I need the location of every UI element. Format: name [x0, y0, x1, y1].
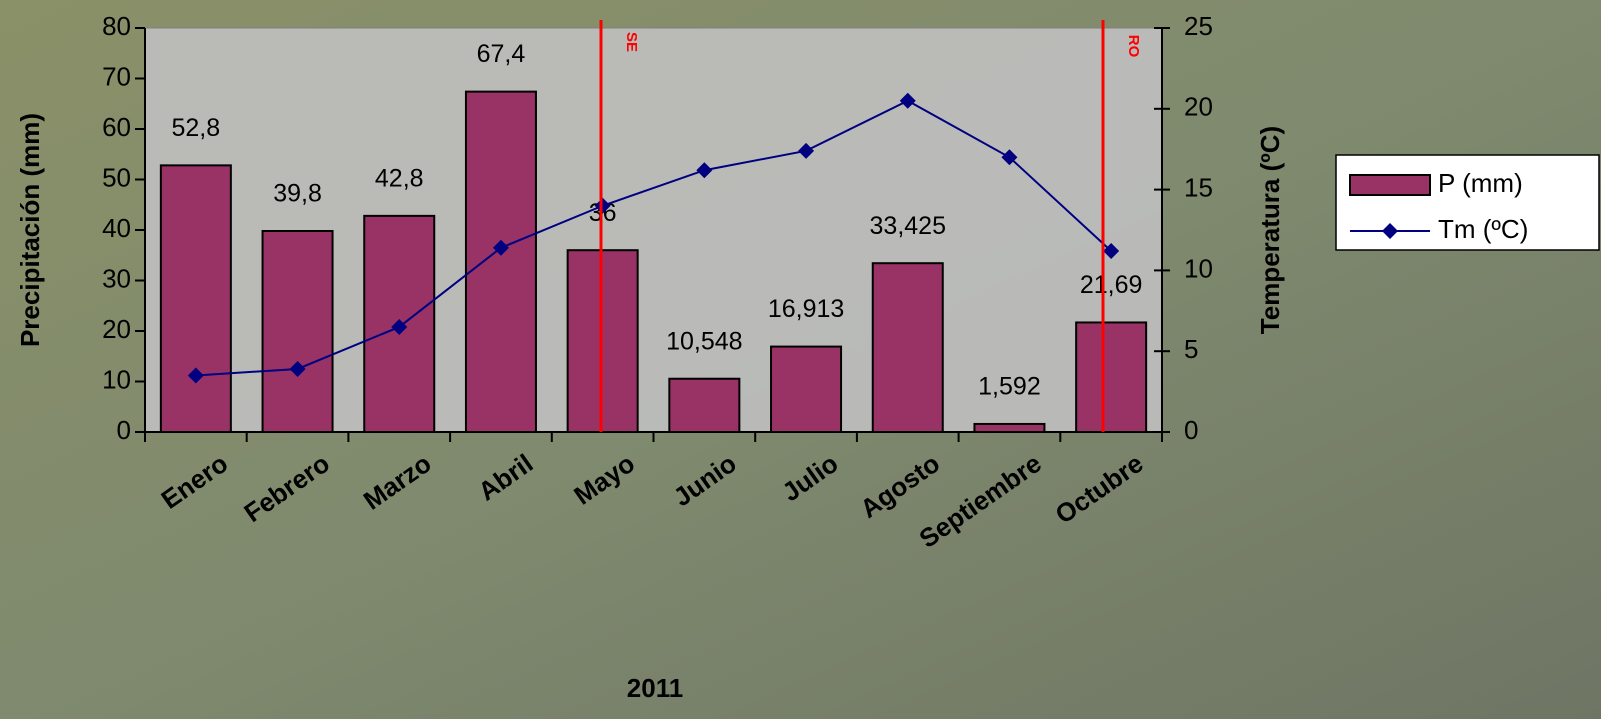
marker [1103, 243, 1120, 260]
legend-marker [1382, 223, 1398, 239]
bar [464, 90, 537, 433]
value-label: 67,4 [477, 40, 526, 68]
x-axis-title: 2011 [627, 673, 683, 703]
y-tick-label: 20 [102, 314, 131, 344]
marker [798, 142, 815, 159]
y2-tick-label: 0 [1184, 415, 1198, 445]
marker [289, 360, 306, 377]
value-label: 16,913 [768, 295, 844, 323]
value-label: 1,592 [978, 373, 1041, 401]
y-tick-label: 50 [102, 162, 131, 192]
bar [871, 262, 944, 433]
annotation: RO [1125, 35, 1142, 58]
legend-swatch [1349, 174, 1431, 196]
marker [187, 367, 204, 384]
y2-tick-label: 15 [1184, 172, 1213, 202]
y2-tick-label: 10 [1184, 253, 1213, 283]
y-tick-label: 10 [102, 364, 131, 394]
value-label: 21,69 [1080, 271, 1143, 299]
bar [261, 230, 334, 433]
y-tick-label: 30 [102, 263, 131, 293]
value-label: 52,8 [172, 114, 221, 142]
marker [899, 92, 916, 109]
value-label: 42,8 [375, 164, 424, 192]
line [195, 99, 1112, 377]
y2-tick-label: 25 [1184, 11, 1213, 41]
bar [668, 377, 741, 434]
y-tick-label: 40 [102, 213, 131, 243]
marker [492, 239, 509, 256]
marker [594, 197, 611, 214]
marker [1001, 149, 1018, 166]
value-label: 39,8 [273, 180, 322, 208]
y2-axis-title: Temperatura (ºC) [1255, 126, 1285, 334]
marker [696, 162, 713, 179]
y-tick-label: 80 [102, 11, 131, 41]
bar [770, 345, 843, 434]
marker [391, 318, 408, 335]
bar [159, 164, 232, 434]
y-axis-title: Precipitación (mm) [15, 113, 45, 347]
bar [1075, 321, 1148, 434]
bar [973, 422, 1046, 433]
legend-box [1335, 154, 1600, 251]
legend-label: P (mm) [1438, 168, 1523, 198]
y-tick-label: 60 [102, 112, 131, 142]
legend-label: Tm (ºC) [1438, 214, 1528, 244]
y-tick-label: 70 [102, 61, 131, 91]
y2-tick-label: 20 [1184, 92, 1213, 122]
y-tick-label: 0 [117, 415, 131, 445]
value-label: 33,425 [870, 212, 946, 240]
bar [566, 249, 639, 433]
y2-tick-label: 5 [1184, 334, 1198, 364]
value-label: 10,548 [666, 327, 742, 355]
annotation: SE [623, 32, 640, 52]
